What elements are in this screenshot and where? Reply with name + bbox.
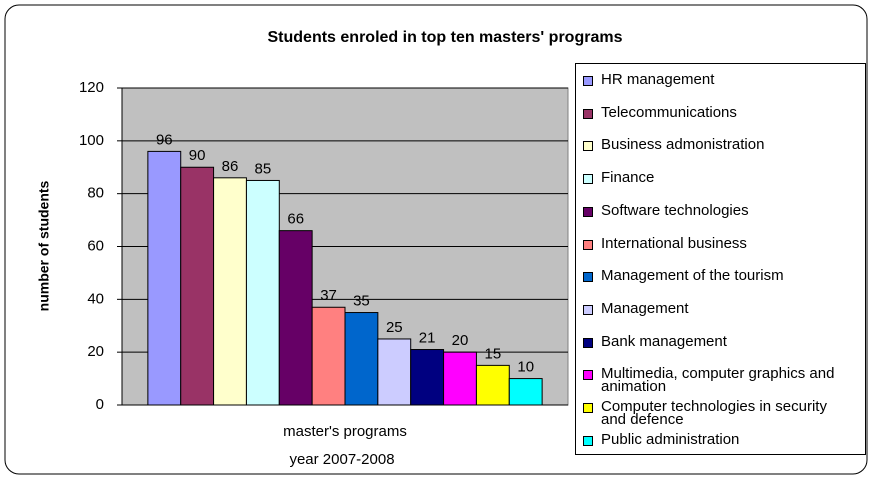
legend-entry: Business admonistration <box>583 136 863 154</box>
chart-title: Students enroled in top ten masters' pro… <box>268 29 623 46</box>
bar <box>213 177 247 406</box>
y-tick-label: 60 <box>87 237 104 254</box>
value-label: 37 <box>320 287 337 304</box>
legend-swatch <box>583 76 593 86</box>
legend-swatch <box>583 435 593 446</box>
legend-entry: Bank management <box>583 332 863 350</box>
legend-swatch <box>583 206 593 217</box>
legend-label: Software technologies <box>601 201 749 219</box>
bar <box>245 179 280 406</box>
y-tick-label: 20 <box>87 343 104 360</box>
legend-entry: Computer technologies in security and de… <box>583 398 863 428</box>
value-label: 96 <box>156 131 173 148</box>
legend-entry: Multimedia, computer graphics and animat… <box>583 365 863 396</box>
bar <box>311 306 346 406</box>
bar <box>147 150 182 406</box>
x-tick-label: master's programs <box>283 423 407 440</box>
value-label: 15 <box>485 345 502 362</box>
legend-swatch <box>583 239 593 250</box>
value-label: 85 <box>255 160 272 177</box>
legend-swatch <box>583 403 593 413</box>
legend-entry: HR management <box>583 71 863 88</box>
legend-swatch <box>583 272 593 283</box>
bar <box>344 312 379 406</box>
bar <box>180 166 215 406</box>
bar <box>410 349 445 406</box>
legend-swatch <box>583 174 593 185</box>
legend-label: Bank management <box>601 332 727 350</box>
legend-label: Business admonistration <box>601 136 765 154</box>
value-label: 20 <box>452 332 469 349</box>
value-label: 35 <box>353 293 370 310</box>
legend-swatch <box>583 337 593 348</box>
bar <box>508 378 543 406</box>
legend-label: Management of the tourism <box>601 267 784 285</box>
legend-label: Telecommunications <box>601 103 737 121</box>
bar <box>443 351 477 406</box>
value-label: 90 <box>189 147 206 164</box>
legend-label: Public administration <box>601 430 740 448</box>
x-axis-label: year 2007-2008 <box>289 451 394 468</box>
legend-label: International business <box>601 234 747 252</box>
legend-entry: Telecommunications <box>583 103 863 121</box>
legend-entry: Finance <box>583 169 863 187</box>
value-label: 86 <box>222 158 239 175</box>
value-label: 10 <box>517 359 534 376</box>
y-tick-label: 80 <box>87 185 104 202</box>
y-tick-label: 120 <box>79 79 104 96</box>
legend-swatch <box>583 304 593 315</box>
value-label: 66 <box>287 211 304 228</box>
legend-label: Management <box>601 299 689 317</box>
legend-label: Multimedia, computer graphics and animat… <box>601 365 835 396</box>
y-tick-label: 40 <box>87 290 104 307</box>
y-tick-label: 0 <box>96 396 104 413</box>
bar <box>377 338 412 406</box>
y-tick-label: 100 <box>79 132 104 149</box>
legend-label: Finance <box>601 169 655 187</box>
legend-swatch <box>583 370 593 381</box>
legend-swatch <box>583 108 593 119</box>
bar <box>475 364 510 406</box>
legend-entry: Software technologies <box>583 201 863 219</box>
legend-entry: International business <box>583 234 863 252</box>
legend-entry: Management <box>583 299 863 317</box>
legend-label: Computer technologies in security and de… <box>601 398 827 428</box>
legend-swatch <box>583 141 593 152</box>
legend-entry: Management of the tourism <box>583 267 863 285</box>
legend: HR management Telecommunications Business … <box>575 63 866 455</box>
value-label: 25 <box>386 319 403 336</box>
legend-label: HR management <box>601 71 715 88</box>
legend-entry: Public administration <box>583 430 863 448</box>
bar <box>278 230 313 406</box>
y-axis-label: number of students <box>36 180 52 311</box>
value-label: 21 <box>419 329 436 346</box>
